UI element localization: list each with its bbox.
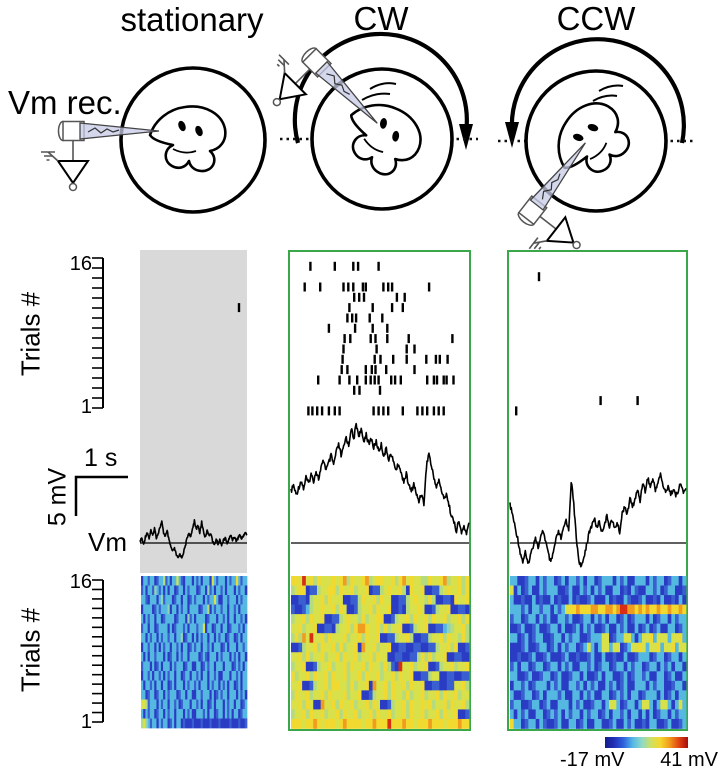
schematics-svg	[40, 31, 694, 274]
stationary-schematic	[40, 66, 267, 214]
trials-axis-label-heatmap: Trials #	[15, 607, 46, 693]
rotation-arrowhead-ccw	[505, 122, 519, 148]
heatmap-cw	[290, 576, 469, 729]
cw-panel-box	[288, 250, 471, 731]
heatmap-stationary	[141, 576, 248, 729]
rotation-arrowhead-cw	[459, 124, 473, 150]
vm-trace-ccw	[508, 472, 687, 568]
vm-trace-label: Vm	[88, 527, 127, 557]
colorbar	[605, 737, 688, 748]
vm-rec-label: Vm rec.	[8, 84, 122, 121]
trial-1-label-raster: 1	[80, 396, 92, 418]
trial-16-label-raster: 16	[69, 253, 92, 275]
motion-lines-icon	[361, 82, 397, 101]
colorbar-min-label: -17 mV	[560, 749, 625, 771]
vm-trace-cw	[289, 422, 470, 544]
time-scalebar-label: 1 s	[84, 444, 118, 472]
panel-title-ccw: CCW	[556, 0, 636, 37]
cw-schematic	[250, 31, 478, 211]
panel-title-stationary: stationary	[120, 1, 264, 38]
rotation-arrow-cw-icon	[292, 31, 469, 144]
raster-plot-ccw	[514, 272, 639, 416]
trials-axis-label-raster: Trials #	[15, 291, 46, 377]
ccw-panel-box	[507, 250, 688, 731]
vm-trace-stationary	[139, 519, 248, 559]
trial-16-label-heatmap: 16	[69, 571, 92, 593]
colorbar-max-label: 41 mV	[660, 749, 718, 771]
ccw-schematic	[498, 37, 694, 274]
rotation-arrow-ccw-icon	[509, 37, 686, 144]
trial-1-label-heatmap: 1	[80, 711, 92, 733]
raster-plot-cw	[303, 261, 455, 416]
raster-plot-stationary	[237, 303, 241, 313]
panel-title-cw: CW	[353, 0, 409, 37]
motion-lines-icon	[592, 84, 624, 102]
stationary-raster-panel	[140, 250, 247, 573]
voltage-scalebar-label: 5 mV	[43, 467, 72, 527]
heatmap-ccw	[509, 576, 686, 729]
